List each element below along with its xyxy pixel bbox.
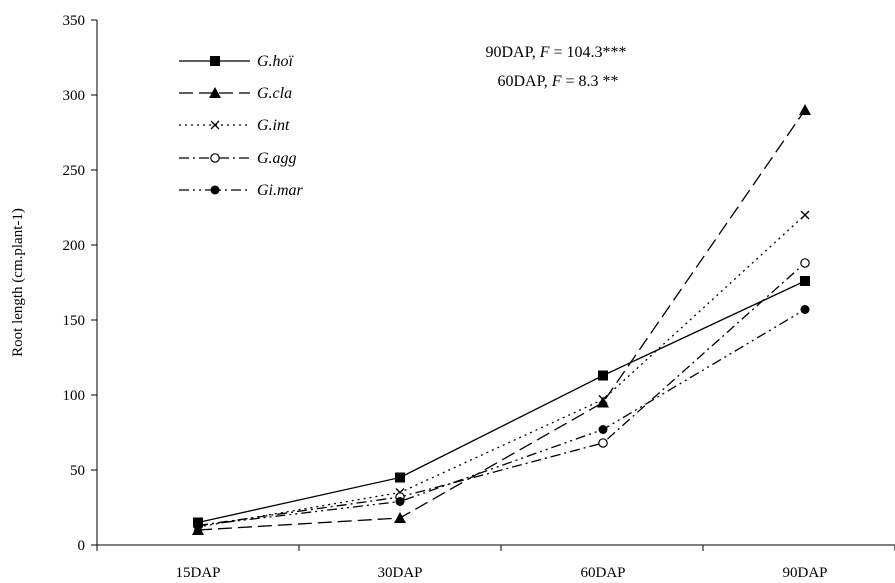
x-tick-label: 90DAP — [782, 565, 827, 581]
series-line — [197, 280, 806, 524]
series-4 — [193, 258, 810, 531]
legend-item: G.hoï — [179, 53, 295, 70]
data-point — [800, 258, 810, 268]
y-tick-label: 300 — [63, 88, 86, 104]
series-line — [197, 308, 806, 527]
data-point — [598, 395, 608, 404]
annotation-prefix: 90DAP, — [485, 44, 539, 61]
legend-label: G.agg — [257, 150, 297, 167]
data-point — [799, 104, 811, 115]
data-point — [598, 438, 608, 448]
series-5 — [193, 305, 810, 530]
x-tick-label: 30DAP — [377, 565, 422, 581]
data-point — [597, 396, 609, 408]
y-tick-label: 50 — [70, 463, 85, 479]
stat-annotation: 60DAP, F = 8.3 ** — [497, 73, 618, 90]
annotation-value: = 104.3*** — [549, 44, 626, 61]
series-3 — [193, 210, 810, 532]
legend-item: G.int — [179, 117, 290, 134]
data-point — [800, 305, 810, 314]
data-point — [210, 185, 220, 195]
annotation-prefix: 60DAP, — [497, 73, 551, 90]
y-tick-label: 250 — [63, 163, 86, 179]
y-tick-label: 150 — [63, 313, 86, 329]
series-line — [197, 109, 806, 531]
data-point — [394, 512, 406, 523]
data-point — [598, 425, 608, 434]
legend-label: Gi.mar — [257, 182, 304, 199]
series-layer — [192, 104, 811, 535]
y-tick-label: 0 — [78, 538, 86, 554]
axes: 0 50 100 150 200 250 300 350 15DAP 30DAP 60DAP 90DA… — [10, 13, 895, 581]
legend-item: Gi.mar — [179, 182, 304, 199]
data-point — [598, 370, 608, 381]
annotation-stat: F — [539, 44, 550, 61]
x-tick-label: 15DAP — [175, 565, 220, 581]
y-tick-label: 200 — [63, 238, 86, 254]
data-point — [395, 472, 405, 483]
y-tick-label: 350 — [63, 13, 86, 29]
annotations: 90DAP, F = 104.3*** 60DAP, F = 8.3 ** — [485, 44, 626, 90]
data-point — [800, 276, 810, 286]
legend-label: G.hoï — [257, 53, 295, 70]
x-mark-stroke — [598, 395, 608, 404]
series-1 — [193, 276, 810, 528]
x-tick-label: 60DAP — [580, 565, 625, 581]
legend-item: G.cla — [179, 85, 292, 102]
legend: G.hoï G.cla G.int G.agg Gi.mar — [179, 53, 304, 199]
data-point — [210, 120, 220, 130]
data-point — [209, 87, 221, 98]
data-point — [800, 210, 810, 220]
data-point — [210, 153, 220, 163]
legend-label: G.int — [257, 117, 290, 134]
annotation-value: = 8.3 ** — [561, 73, 618, 90]
series-line — [197, 262, 806, 527]
series-line — [197, 214, 806, 528]
data-point — [210, 56, 220, 66]
x-mark-stroke — [210, 120, 220, 130]
x-mark-stroke — [800, 210, 810, 220]
data-point — [193, 521, 203, 530]
legend-item: G.agg — [179, 150, 297, 167]
series-2 — [192, 104, 811, 535]
annotation-stat: F — [551, 73, 562, 90]
y-axis-title: Root length (cm.plant-1) — [10, 208, 26, 357]
data-point — [395, 497, 405, 506]
legend-label: G.cla — [257, 85, 292, 102]
stat-annotation: 90DAP, F = 104.3*** — [485, 44, 626, 61]
y-tick-label: 100 — [63, 388, 86, 404]
